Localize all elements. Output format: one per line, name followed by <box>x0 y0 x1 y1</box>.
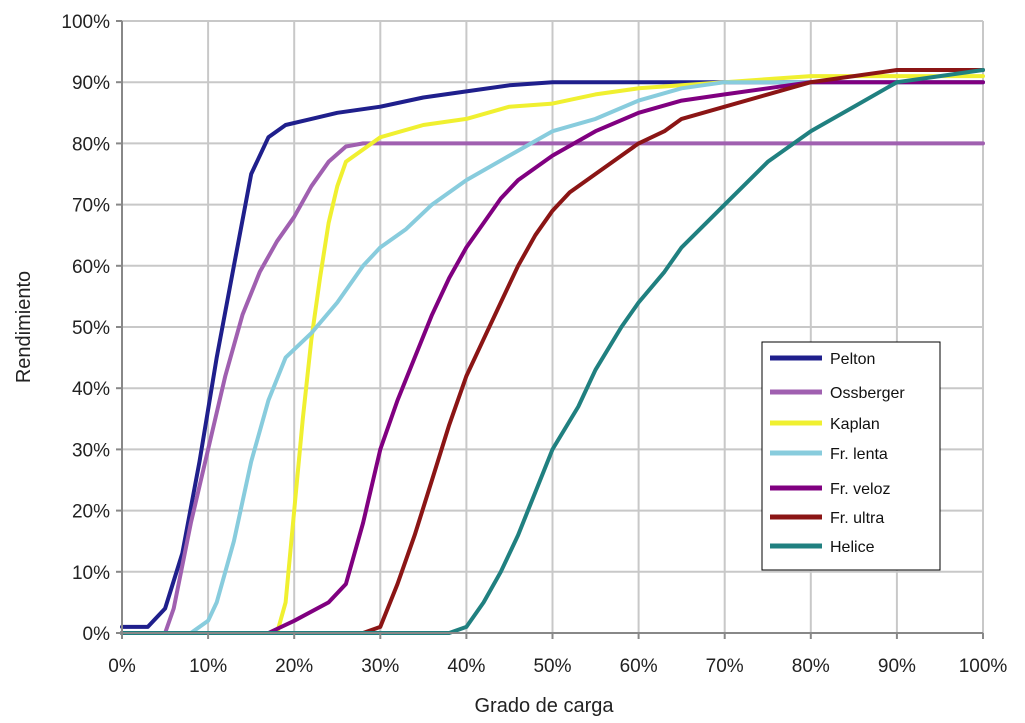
x-tick-label: 80% <box>792 656 830 677</box>
x-tick-label: 70% <box>706 656 744 677</box>
y-tick-label: 50% <box>72 318 110 339</box>
tick-labels: 0% 10% 20% 30% 40% 50% 60% 70% 80% 90% 100% 0% 10% 20… <box>61 12 1007 677</box>
x-tick-label: 20% <box>275 656 313 677</box>
x-tick-label: 0% <box>108 656 136 677</box>
y-tick-label: 40% <box>72 379 110 400</box>
legend: Pelton Ossberger Kaplan Fr. lenta Fr. veloz F… <box>761 341 941 571</box>
x-tick-label: 100% <box>959 656 1008 677</box>
y-tick-label: 10% <box>72 563 110 584</box>
legend-label-helice: Helice <box>830 539 875 556</box>
series-line-pelton <box>120 80 985 629</box>
y-tick-label: 20% <box>72 502 110 523</box>
x-axis-title: Grado de carga <box>475 695 615 717</box>
series-line-ossberger <box>120 141 985 635</box>
series-line-helice <box>120 68 985 635</box>
series-line-fr-ultra <box>120 68 985 635</box>
y-tick-label: 30% <box>72 440 110 461</box>
x-tick-label: 60% <box>620 656 658 677</box>
series-lines <box>120 68 985 635</box>
y-tick-label: 90% <box>72 73 110 94</box>
series-line-fr-veloz <box>120 80 985 635</box>
axes <box>116 20 984 639</box>
x-tick-label: 30% <box>361 656 399 677</box>
legend-label-fr-veloz: Fr. veloz <box>830 481 890 498</box>
legend-label-fr-ultra: Fr. ultra <box>830 510 884 527</box>
y-tick-label: 60% <box>72 257 110 278</box>
y-tick-label: 0% <box>83 624 111 645</box>
x-tick-label: 40% <box>447 656 485 677</box>
y-tick-label: 100% <box>61 12 110 33</box>
x-tick-label: 90% <box>878 656 916 677</box>
legend-box <box>761 341 941 571</box>
legend-label-fr-lenta: Fr. lenta <box>830 446 888 463</box>
y-tick-label: 80% <box>72 134 110 155</box>
y-tick-label: 70% <box>72 196 110 217</box>
series-line-fr-lenta <box>120 80 985 635</box>
legend-label-ossberger: Ossberger <box>830 385 905 402</box>
x-tick-label: 10% <box>189 656 227 677</box>
y-axis-title: Rendimiento <box>13 271 35 383</box>
legend-label-pelton: Pelton <box>830 351 875 368</box>
x-tick-label: 50% <box>533 656 571 677</box>
legend-label-kaplan: Kaplan <box>830 416 880 433</box>
